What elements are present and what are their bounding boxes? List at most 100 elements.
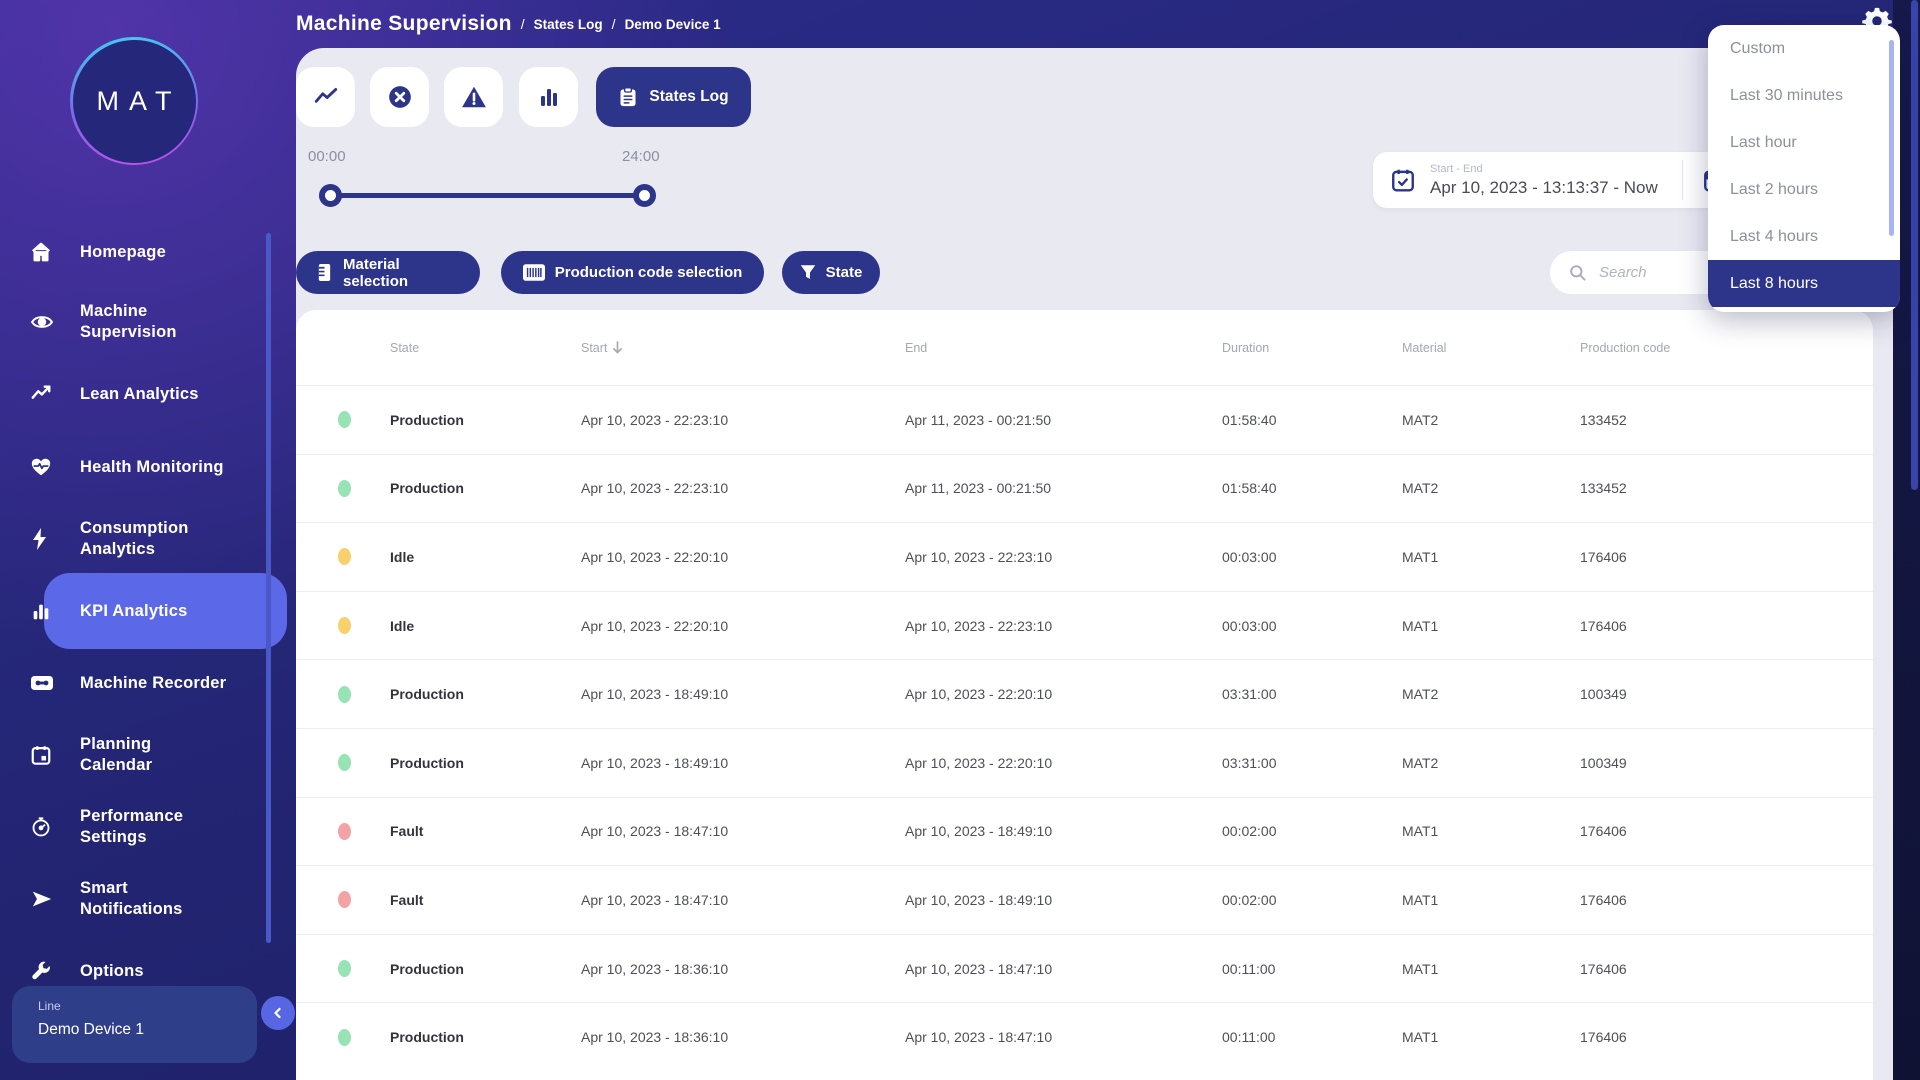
device-card-value: Demo Device 1 xyxy=(38,1021,144,1038)
sidebar-item-options[interactable]: Options xyxy=(30,939,144,1003)
sidebar-item-homepage[interactable]: Homepage xyxy=(30,220,166,284)
column-header-production-code[interactable]: Production code xyxy=(1580,340,1671,355)
time-slider[interactable] xyxy=(319,184,656,207)
table-row[interactable]: Idle Apr 10, 2023 - 22:20:10 Apr 10, 202… xyxy=(296,590,1873,660)
cell-state: Fault xyxy=(390,891,424,908)
sidebar: MAT Homepage Machine Supervision Lean An… xyxy=(0,0,296,1080)
sidebar-item-label: Homepage xyxy=(80,242,166,261)
table-row[interactable]: Production Apr 10, 2023 - 18:36:10 Apr 1… xyxy=(296,933,1873,1003)
slider-handle-end[interactable] xyxy=(633,184,656,207)
sidebar-item-consumption-analytics[interactable]: Consumption Analytics xyxy=(30,506,189,572)
send-icon xyxy=(30,867,52,931)
production-code-selection-button[interactable]: Production code selection xyxy=(501,251,764,294)
x-circle-icon xyxy=(387,84,413,110)
cell-duration: 00:11:00 xyxy=(1222,1029,1276,1046)
material-selection-button[interactable]: Material selection xyxy=(296,251,480,294)
dropdown-item[interactable]: Last 30 minutes xyxy=(1730,86,1843,104)
device-card[interactable]: Line Demo Device 1 xyxy=(12,986,257,1063)
tab-trend-view[interactable] xyxy=(296,67,355,127)
slider-handle-start[interactable] xyxy=(319,184,342,207)
clipboard-icon xyxy=(618,86,638,108)
calendar-icon xyxy=(30,723,52,787)
eye-icon xyxy=(30,289,54,355)
column-header-duration[interactable]: Duration xyxy=(1222,340,1270,355)
column-header-state[interactable]: State xyxy=(390,340,420,355)
cell-end: Apr 10, 2023 - 22:20:10 xyxy=(905,686,1053,703)
cell-end: Apr 10, 2023 - 18:47:10 xyxy=(905,960,1053,977)
table-row[interactable]: Production Apr 10, 2023 - 18:49:10 Apr 1… xyxy=(296,659,1873,728)
sidebar-item-planning-calendar[interactable]: Planning Calendar xyxy=(30,723,152,787)
sidebar-item-machine-supervision[interactable]: Machine Supervision xyxy=(30,289,287,649)
cell-code: 100349 xyxy=(1580,754,1627,771)
cell-end: Apr 10, 2023 - 22:23:10 xyxy=(905,548,1053,565)
cell-material: MAT2 xyxy=(1402,411,1439,428)
table-row[interactable]: Production Apr 10, 2023 - 22:23:10 Apr 1… xyxy=(296,453,1873,523)
cell-state: Fault xyxy=(390,823,424,840)
sidebar-item-label: Smart Notifications xyxy=(80,879,183,918)
production-code-selection-label: Production code selection xyxy=(554,264,743,281)
page-title: Machine Supervision xyxy=(296,12,512,35)
table-row[interactable]: Fault Apr 10, 2023 - 18:47:10 Apr 10, 20… xyxy=(296,796,1873,866)
sidebar-item-label: Health Monitoring xyxy=(80,457,224,476)
tab-states-log-label: States Log xyxy=(649,88,729,105)
trend-icon xyxy=(30,362,52,426)
dropdown-item[interactable]: Last 2 hours xyxy=(1730,180,1819,198)
material-icon xyxy=(316,263,333,282)
tab-warnings-view[interactable] xyxy=(444,67,503,127)
sidebar-scrollbar[interactable] xyxy=(266,233,271,943)
table-row[interactable]: Production Apr 10, 2023 - 22:23:10 Apr 1… xyxy=(296,385,1873,454)
date-range-label: Start - End xyxy=(1430,162,1483,175)
cell-start: Apr 10, 2023 - 18:47:10 xyxy=(581,891,729,908)
cell-duration: 00:02:00 xyxy=(1222,823,1277,840)
sidebar-item-lean-analytics[interactable]: Lean Analytics xyxy=(30,362,199,426)
sidebar-item-kpi-analytics[interactable]: KPI Analytics xyxy=(30,579,187,643)
cell-end: Apr 11, 2023 - 00:21:50 xyxy=(905,480,1052,497)
dropdown-scrollbar[interactable] xyxy=(1889,40,1894,236)
cell-end: Apr 10, 2023 - 22:20:10 xyxy=(905,754,1053,771)
sidebar-item-health-monitoring[interactable]: Health Monitoring xyxy=(30,435,224,499)
column-header-start[interactable]: Start xyxy=(581,341,905,355)
tab-states-log[interactable]: States Log xyxy=(596,67,751,127)
cell-end: Apr 10, 2023 - 18:47:10 xyxy=(905,1029,1053,1046)
sidebar-item-label: KPI Analytics xyxy=(80,601,188,620)
dropdown-item[interactable]: Last hour xyxy=(1730,133,1797,151)
breadcrumb-device[interactable]: Demo Device 1 xyxy=(624,16,721,32)
sidebar-item-label: Consumption Analytics xyxy=(80,519,189,558)
cell-state: Idle xyxy=(390,617,415,634)
dropdown-item[interactable]: Last 4 hours xyxy=(1730,227,1819,245)
sidebar-item-smart-notifications[interactable]: Smart Notifications xyxy=(30,867,183,931)
cell-state: Production xyxy=(390,411,464,428)
bar-chart-icon xyxy=(537,85,561,109)
state-dot xyxy=(338,548,351,566)
sidebar-item-label: Lean Analytics xyxy=(80,384,199,403)
device-card-label: Line xyxy=(38,999,61,1013)
table-row[interactable]: Production Apr 10, 2023 - 18:36:10 Apr 1… xyxy=(296,1002,1873,1071)
table-row[interactable]: Fault Apr 10, 2023 - 18:47:10 Apr 10, 20… xyxy=(296,865,1873,934)
app-logo-text: MAT xyxy=(72,39,196,163)
state-dot xyxy=(338,685,351,703)
dropdown-item[interactable]: Custom xyxy=(1730,39,1786,57)
table-row[interactable]: Idle Apr 10, 2023 - 22:20:10 Apr 10, 202… xyxy=(296,522,1873,591)
calendar-check-icon xyxy=(1390,167,1416,193)
table-row[interactable]: Production Apr 10, 2023 - 18:49:10 Apr 1… xyxy=(296,727,1873,797)
breadcrumb-states-log[interactable]: States Log xyxy=(533,16,603,32)
cell-code: 176406 xyxy=(1580,548,1627,565)
page-scrollbar[interactable] xyxy=(1911,0,1918,490)
cell-duration: 00:03:00 xyxy=(1222,548,1277,565)
sidebar-item-machine-recorder[interactable]: Machine Recorder xyxy=(30,652,226,714)
sidebar-item-performance-settings[interactable]: Performance Settings xyxy=(30,795,183,859)
cell-duration: 00:11:00 xyxy=(1222,960,1276,977)
dropdown-item[interactable]: Last 8 hours xyxy=(1708,260,1900,307)
state-filter-button[interactable]: State xyxy=(782,251,880,294)
column-header-material[interactable]: Material xyxy=(1402,340,1447,355)
tab-histogram-view[interactable] xyxy=(519,67,578,127)
home-icon xyxy=(30,220,52,284)
cell-material: MAT1 xyxy=(1402,617,1439,634)
date-range-texts: Start - End Apr 10, 2023 - 13:13:37 - No… xyxy=(1430,163,1658,198)
trend-icon xyxy=(313,84,339,110)
sort-down-icon xyxy=(612,341,623,354)
cell-start: Apr 10, 2023 - 18:36:10 xyxy=(581,960,729,977)
sidebar-collapse-button[interactable] xyxy=(261,996,295,1030)
column-header-end[interactable]: End xyxy=(905,340,928,355)
tab-errors-view[interactable] xyxy=(370,67,429,127)
